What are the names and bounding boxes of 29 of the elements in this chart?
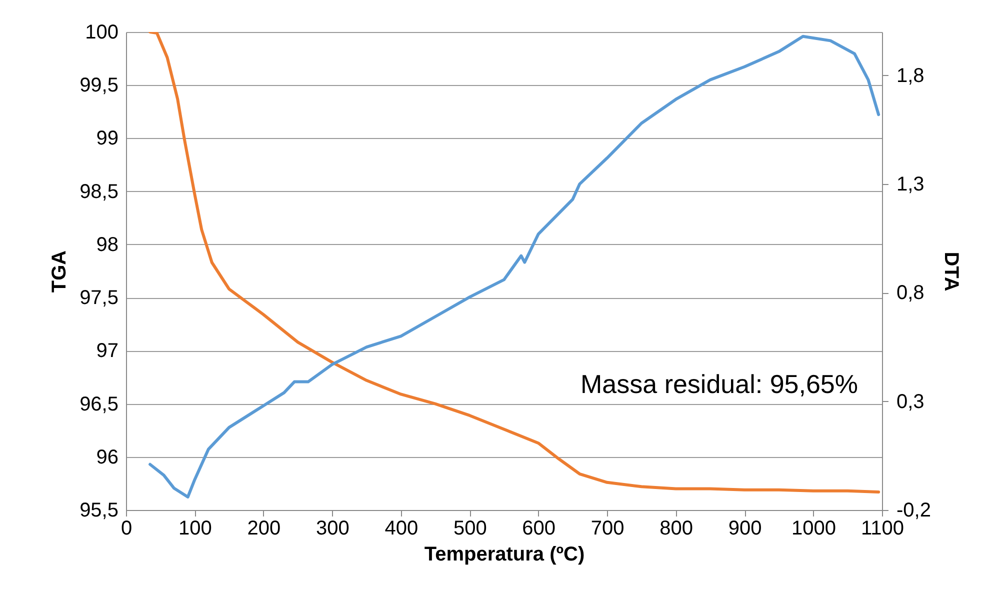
annotation: Massa residual: 95,65% xyxy=(580,369,858,399)
y-tick-label: 95,5 xyxy=(80,500,118,522)
x-tick-label: 300 xyxy=(316,518,350,540)
x-tick-label: 900 xyxy=(728,518,762,540)
y-tick-label: 99 xyxy=(96,128,118,150)
y-tick-label: 97 xyxy=(96,340,118,362)
y-tick-label: 99,5 xyxy=(80,74,118,97)
x-tick-label: 200 xyxy=(247,518,281,540)
x-tick-label: 600 xyxy=(522,518,556,540)
x-axis-title: Temperatura (ºC) xyxy=(424,544,585,566)
x-tick-label: 800 xyxy=(660,518,694,540)
y2-tick-label: 1,8 xyxy=(896,64,924,87)
y2-tick-label: 0,3 xyxy=(896,390,924,413)
x-tick-label: 700 xyxy=(590,518,624,540)
x-tick-label: 1000 xyxy=(792,518,836,540)
y2-tick-label: 0,8 xyxy=(896,282,924,304)
x-tick-label: 500 xyxy=(453,518,487,540)
y-axis-title: TGA xyxy=(48,250,71,293)
y-tick-label: 97,5 xyxy=(80,287,118,310)
y-tick-label: 98,5 xyxy=(80,180,118,203)
y-tick-label: 96,5 xyxy=(80,393,118,416)
y-tick-label: 98 xyxy=(96,234,118,256)
y2-axis-title: DTA xyxy=(940,252,962,292)
x-tick-label: 400 xyxy=(384,518,418,540)
y2-tick-label: 1,3 xyxy=(896,174,924,196)
x-tick-label: 100 xyxy=(178,518,212,540)
y-tick-label: 100 xyxy=(85,22,118,44)
x-tick-label: 0 xyxy=(120,518,132,540)
y-tick-label: 96 xyxy=(96,446,118,468)
